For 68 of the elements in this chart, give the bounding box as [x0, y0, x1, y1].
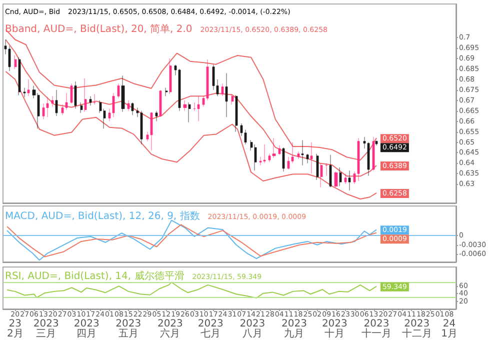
x2-tick-label: 2023 五月: [116, 318, 142, 340]
x2-tick-label: 23 2月: [6, 318, 24, 340]
candlestick: [89, 96, 92, 106]
candlestick: [131, 102, 134, 116]
candlestick: [178, 68, 181, 112]
candlestick: [221, 83, 224, 96]
candlestick: [46, 97, 49, 118]
candlestick: [183, 100, 187, 112]
candlestick: [18, 57, 21, 96]
candlestick: [150, 112, 153, 151]
candlestick: [231, 94, 234, 105]
candlestick: [329, 154, 332, 188]
candlestick: [70, 83, 73, 104]
candlestick: [278, 145, 281, 156]
candlestick: [23, 88, 26, 98]
candlestick: [155, 110, 158, 122]
candlestick: [254, 144, 257, 171]
x2-tick-label: 2023 八月: [240, 318, 266, 340]
candlestick: [27, 79, 30, 96]
candlestick: [263, 144, 266, 164]
candlestick: [159, 90, 162, 118]
candlestick: [169, 58, 172, 94]
candlestick: [112, 92, 115, 118]
candlestick: [197, 96, 200, 122]
line-series: [6, 282, 377, 298]
x2-tick-label: 2023 十二月: [402, 318, 432, 340]
annotation: MACD, AUD=, Bid(Last), 12, 26, 9, 指数: [5, 211, 200, 222]
candlestick: [306, 154, 309, 164]
x2-tick-label: 2023 九月: [281, 318, 307, 340]
x2-tick-label: 2023 十月: [322, 318, 348, 340]
candlestick: [344, 173, 347, 184]
annotation: Bband, AUD=, Bid(Last), 20, 简单, 2.0: [5, 24, 192, 35]
candlestick: [74, 81, 77, 109]
candlestick: [334, 171, 338, 188]
x2-tick-label: 2023 六月: [157, 318, 183, 340]
candlestick: [117, 83, 120, 98]
candlestick: [316, 154, 319, 180]
candlestick: [121, 75, 125, 112]
candlestick: [272, 138, 276, 158]
candlestick: [14, 55, 17, 70]
candlestick: [140, 110, 143, 145]
candlestick: [225, 72, 228, 118]
candlestick: [51, 96, 54, 107]
candlestick: [339, 167, 342, 186]
x2-tick-label: 24 1月: [441, 318, 458, 340]
candlestick: [357, 138, 360, 182]
candlestick: [235, 94, 238, 132]
x2-tick-label: 2023 十一月: [361, 318, 392, 340]
candlestick: [297, 151, 300, 160]
candlestick: [348, 170, 351, 191]
candlestick: [320, 163, 323, 188]
candlestick: [282, 147, 285, 172]
x2-tick-label: 2023 七月: [198, 318, 224, 340]
x2-tick-label: 2023 四月: [74, 318, 100, 340]
candlestick: [375, 140, 378, 146]
candlestick: [55, 90, 58, 116]
candlestick: [188, 102, 191, 123]
line-series: [5, 39, 377, 177]
candlestick: [310, 142, 313, 174]
x2-tick-label: 2023 三月: [33, 318, 59, 340]
annotation: RSI, AUD=, Bid(Last), 14, 威尔德平滑: [5, 271, 184, 282]
candlestick: [301, 140, 304, 166]
candlestick: [80, 102, 83, 114]
candlestick: [165, 88, 168, 96]
line-series: [5, 70, 377, 200]
candlestick: [372, 136, 375, 171]
candlestick: [84, 78, 87, 112]
candlestick: [127, 100, 130, 112]
